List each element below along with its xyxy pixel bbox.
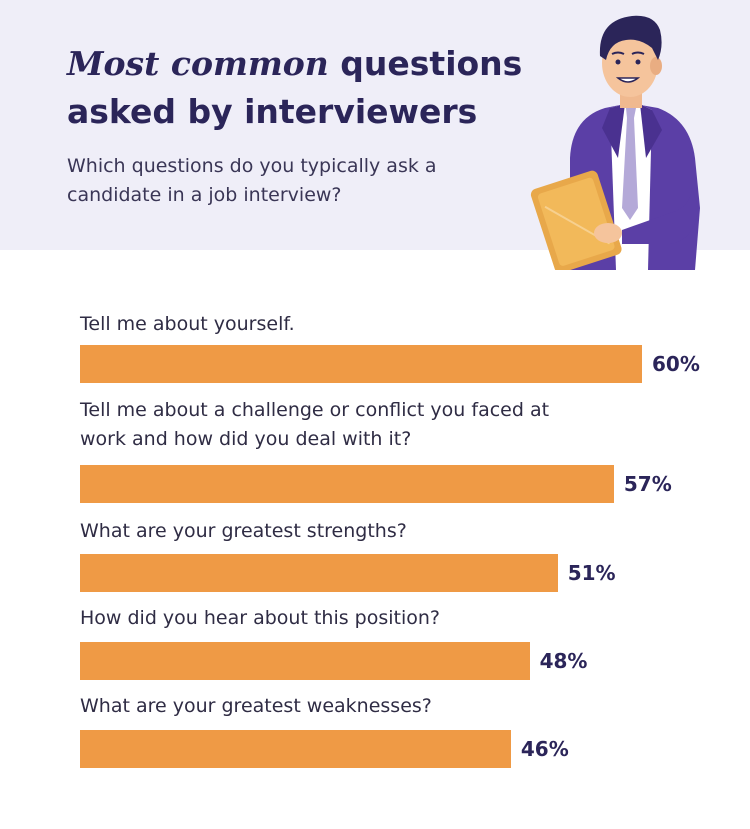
bar-1 [80, 345, 642, 383]
question-label-4: How did you hear about this position? [80, 607, 441, 629]
value-label-3: 51% [567, 561, 616, 585]
bar-3 [80, 554, 558, 592]
value-label-2: 57% [623, 472, 672, 496]
page-title: Most common questions asked by interview… [67, 40, 547, 136]
title-rest: questions asked by interviewers [67, 44, 523, 131]
page-subtitle: Which questions do you typically ask a c… [67, 155, 437, 206]
question-label-3: What are your greatest strengths? [80, 520, 407, 542]
question-label-5: What are your greatest weaknesses? [80, 695, 432, 717]
bar-2 [80, 465, 614, 503]
value-label-1: 60% [652, 352, 700, 376]
value-label-4: 48% [539, 649, 588, 673]
title-emphasis: Most common [67, 44, 329, 83]
bar-5 [80, 730, 511, 768]
question-label-1: Tell me about yourself. [80, 313, 295, 335]
question-label-2: Tell me about a challenge or conflict yo… [80, 399, 550, 450]
bar-4 [80, 642, 530, 680]
value-label-5: 46% [520, 737, 569, 761]
interviewer-illustration [530, 15, 700, 270]
bar-chart: Tell me about yourself. 60% Tell me abou… [0, 250, 750, 829]
